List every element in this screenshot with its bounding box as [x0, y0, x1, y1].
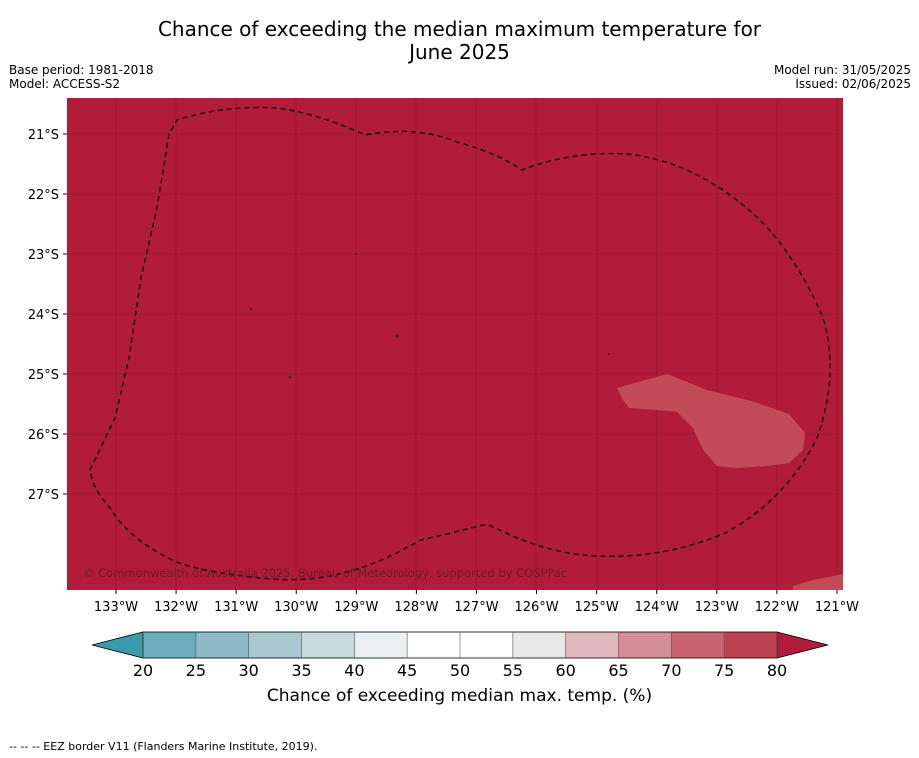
lat-label: 23°S	[28, 248, 59, 263]
lon-label: 131°W	[214, 600, 258, 615]
lon-label: 124°W	[635, 600, 679, 615]
colorbar-tick-label: 80	[767, 661, 787, 680]
model-name: Model: ACCESS-S2	[9, 77, 121, 91]
colorbar-segment	[195, 632, 250, 658]
colorbar-segment	[724, 632, 778, 658]
copyright-notice: © Commonwealth of Australia 2025, Bureau…	[83, 566, 567, 580]
colorbar-segment	[248, 632, 302, 658]
latitude-axis: 21°S 22°S 23°S 24°S 25°S 26°S 27°S	[28, 128, 67, 503]
lat-label: 24°S	[28, 308, 59, 323]
title-line-2: June 2025	[409, 40, 510, 64]
lower-probability-patch-corner	[793, 574, 843, 590]
footnote: -- -- -- EEZ border V11 (Flanders Marine…	[9, 740, 318, 753]
lon-label: 128°W	[394, 600, 438, 615]
model-run: Model run: 31/05/2025	[773, 63, 911, 77]
lat-label: 27°S	[28, 488, 59, 503]
colorbar-tick-label: 45	[397, 661, 417, 680]
colorbar-segment	[671, 632, 725, 658]
colorbar-segment	[565, 632, 619, 658]
colorbar-tick-label: 65	[608, 661, 628, 680]
colorbar-segment	[618, 632, 672, 658]
meta-left: Base period: 1981-2018 Model: ACCESS-S2	[9, 63, 154, 91]
base-period: Base period: 1981-2018	[9, 63, 154, 77]
lon-label: 129°W	[334, 600, 378, 615]
colorbar-segment	[460, 632, 514, 658]
colorbar-tick-label: 25	[186, 661, 206, 680]
colorbar-tick-label: 30	[238, 661, 258, 680]
forecast-map: © Commonwealth of Australia 2025, Bureau…	[67, 98, 843, 590]
lon-label: 123°W	[695, 600, 739, 615]
colorbar-low-extension	[91, 631, 144, 659]
colorbar-segment	[143, 632, 197, 658]
colorbar-tick-label: 20	[133, 661, 153, 680]
colorbar-label: Chance of exceeding median max. temp. (%…	[266, 686, 653, 706]
longitude-axis: 133°W 132°W 131°W 130°W 129°W 128°W 127°W 126°W…	[94, 590, 859, 615]
small-islands	[250, 253, 610, 378]
colorbar-tick-label: 55	[503, 661, 523, 680]
colorbar-tick-label: 70	[661, 661, 681, 680]
lon-label: 132°W	[154, 600, 198, 615]
meta-right: Model run: 31/05/2025 Issued: 02/06/2025	[774, 63, 911, 91]
lon-label: 133°W	[94, 600, 138, 615]
lat-label: 25°S	[28, 368, 59, 383]
lon-label: 127°W	[454, 600, 498, 615]
colorbar-segment	[407, 632, 461, 658]
colorbar-tick-label: 35	[291, 661, 311, 680]
probability-field	[67, 98, 843, 590]
issued-date: Issued: 02/06/2025	[795, 77, 911, 91]
lat-label: 21°S	[28, 128, 59, 143]
colorbar-tick-label: 60	[555, 661, 575, 680]
lat-label: 26°S	[28, 428, 59, 443]
lat-label: 22°S	[28, 188, 59, 203]
gridlines	[67, 98, 843, 590]
colorbar-high-extension	[776, 631, 829, 659]
colorbar-segment	[512, 632, 567, 658]
colorbar: 20 25 30 35 40 45 50 55 60 65 70 75 80	[91, 631, 829, 680]
lon-label: 126°W	[514, 600, 558, 615]
lon-label: 121°W	[815, 600, 859, 615]
colorbar-tick-label: 75	[714, 661, 734, 680]
lon-label: 122°W	[755, 600, 799, 615]
colorbar-segment	[301, 632, 355, 658]
title-line-1: Chance of exceeding the median maximum t…	[157, 17, 762, 41]
colorbar-tick-label: 50	[450, 661, 470, 680]
eez-border	[89, 106, 831, 581]
colorbar-tick-label: 40	[344, 661, 364, 680]
lon-label: 130°W	[274, 600, 318, 615]
map-title: Chance of exceeding the median maximum t…	[0, 18, 919, 64]
lon-label: 125°W	[575, 600, 619, 615]
colorbar-segment	[354, 632, 408, 658]
lower-probability-patch	[617, 374, 805, 468]
